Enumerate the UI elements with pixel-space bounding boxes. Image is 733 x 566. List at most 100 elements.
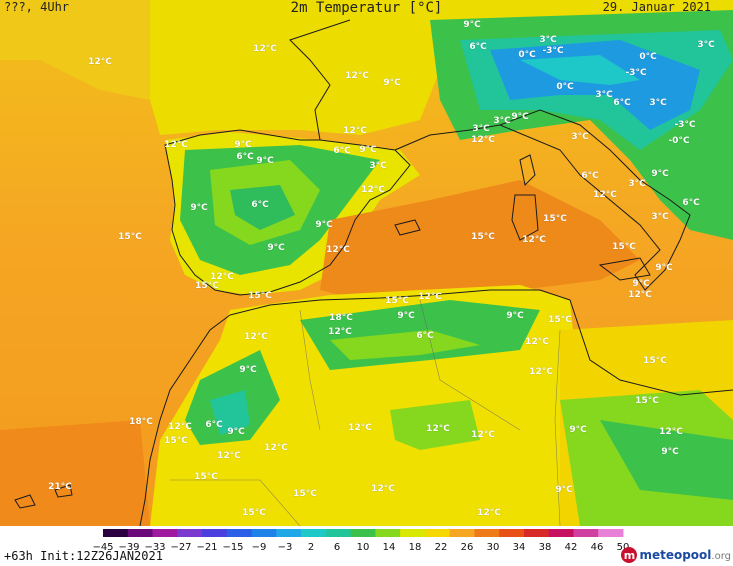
color-scale-tick: −21: [196, 542, 218, 553]
temperature-label: 3°C: [649, 98, 667, 108]
temperature-label: 9°C: [267, 243, 285, 253]
color-scale-segment: [424, 529, 451, 537]
temperature-label: 3°C: [539, 35, 557, 45]
temperature-label: 18°C: [129, 417, 153, 427]
color-scale-tick: −33: [144, 542, 166, 553]
temperature-label: 9°C: [256, 156, 274, 166]
temperature-label: 12°C: [426, 424, 450, 434]
temperature-label: 21°C: [48, 482, 72, 492]
color-scale-segment: [177, 529, 203, 537]
logo-text: meteopool.org: [639, 548, 731, 562]
italy-coastline: [498, 109, 691, 291]
temperature-label: 12°C: [244, 332, 268, 342]
temperature-label: 3°C: [571, 132, 589, 142]
temperature-label: 12°C: [471, 135, 495, 145]
temperature-label: 3°C: [697, 40, 715, 50]
temperature-label: 12°C: [477, 508, 501, 518]
temperature-label: 12°C: [168, 422, 192, 432]
temperature-label: 15°C: [195, 281, 219, 291]
temperature-label: 15°C: [385, 296, 409, 306]
color-scale-segment: [499, 529, 525, 537]
temperature-label: 6°C: [251, 200, 269, 210]
temperature-label: 3°C: [628, 179, 646, 189]
canary-islands: [14, 484, 73, 509]
temperature-label: 9°C: [463, 20, 481, 30]
sicily: [598, 257, 651, 281]
color-scale-segment: [573, 529, 599, 537]
temperature-label: 3°C: [472, 124, 490, 134]
temperature-label: 3°C: [651, 212, 669, 222]
temperature-label: 12°C: [326, 245, 350, 255]
color-scale-tick: 30: [486, 542, 500, 553]
africa-coastline: [229, 289, 733, 396]
temperature-label: 9°C: [511, 112, 529, 122]
sardinia: [511, 194, 539, 241]
temperature-label: 12°C: [88, 57, 112, 67]
color-scale-tick: 18: [408, 542, 422, 553]
color-scale-segment: [524, 529, 550, 537]
mediterranean-sea: [320, 180, 640, 300]
temperature-label: 0°C: [556, 82, 574, 92]
run-info: +63h Init:12Z26JAN2021: [4, 549, 163, 563]
temperature-label: 9°C: [227, 427, 245, 437]
temperature-label: 12°C: [525, 337, 549, 347]
temperature-label: 12°C: [348, 423, 372, 433]
temperature-label: 15°C: [118, 232, 142, 242]
temperature-label: 12°C: [361, 185, 385, 195]
color-scale-tick: 50: [616, 542, 630, 553]
temperature-label: 6°C: [682, 198, 700, 208]
location-label: ???, 4Uhr: [4, 0, 70, 14]
temperature-label: 6°C: [613, 98, 631, 108]
color-scale-tick: 34: [512, 542, 526, 553]
color-scale-tick: 6: [333, 542, 341, 553]
date-label: 29. Januar 2021: [602, 0, 711, 14]
temperature-label: -3°C: [674, 120, 696, 130]
color-scale-segment: [301, 529, 327, 537]
temperature-label: 15°C: [248, 291, 272, 301]
temperature-label: 9°C: [234, 140, 252, 150]
color-scale-tick: 26: [460, 542, 474, 553]
iberia-coastline: [164, 129, 411, 296]
balearics: [394, 219, 421, 236]
temperature-label: 12°C: [217, 451, 241, 461]
footer: −45 −39 −33 −27 −21 −15 −9 −3 2 6 10 14 18 22 26 30 34 38…: [0, 526, 733, 566]
temperature-label: 9°C: [661, 447, 679, 457]
color-scale-segment: [325, 529, 352, 537]
temperature-label: 15°C: [293, 489, 317, 499]
temperature-label: 15°C: [612, 242, 636, 252]
logo-icon: m: [621, 547, 638, 563]
color-scale-segment: [276, 529, 302, 537]
temperature-label: 12°C: [593, 190, 617, 200]
temperature-label: 12°C: [328, 327, 352, 337]
color-scale-tick: −3: [277, 542, 293, 553]
color-scale-tick: 46: [590, 542, 604, 553]
color-scale-segment: [375, 529, 401, 537]
temperature-label: 6°C: [581, 171, 599, 181]
temperature-label: 15°C: [242, 508, 266, 518]
temperature-label: 15°C: [471, 232, 495, 242]
temperature-label: 6°C: [469, 42, 487, 52]
color-scale-segment: [400, 529, 426, 537]
color-scale-segment: [226, 529, 253, 537]
color-scale-segment: [103, 529, 129, 537]
temperature-label: -3°C: [542, 46, 564, 56]
morocco-coastline: [139, 314, 231, 526]
temperature-label: 9°C: [632, 279, 650, 289]
temperature-label: 12°C: [659, 427, 683, 437]
temperature-label: 12°C: [529, 367, 553, 377]
temperature-label: 9°C: [397, 311, 415, 321]
temperature-label: 9°C: [359, 145, 377, 155]
border-lines: [170, 299, 561, 526]
color-scale-segment: [251, 529, 277, 537]
color-scale-bar: [103, 529, 624, 537]
temperature-label: 9°C: [383, 78, 401, 88]
color-scale-tick: 10: [356, 542, 370, 553]
temperature-label: 12°C: [210, 272, 234, 282]
meteopool-logo[interactable]: m meteopool.org: [621, 547, 731, 563]
temperature-label: 6°C: [333, 146, 351, 156]
temperature-label: 12°C: [418, 292, 442, 302]
temperature-label: 0°C: [518, 50, 536, 60]
temperature-label: 9°C: [655, 263, 673, 273]
color-scale-segment: [202, 529, 228, 537]
temperature-label: 15°C: [543, 214, 567, 224]
